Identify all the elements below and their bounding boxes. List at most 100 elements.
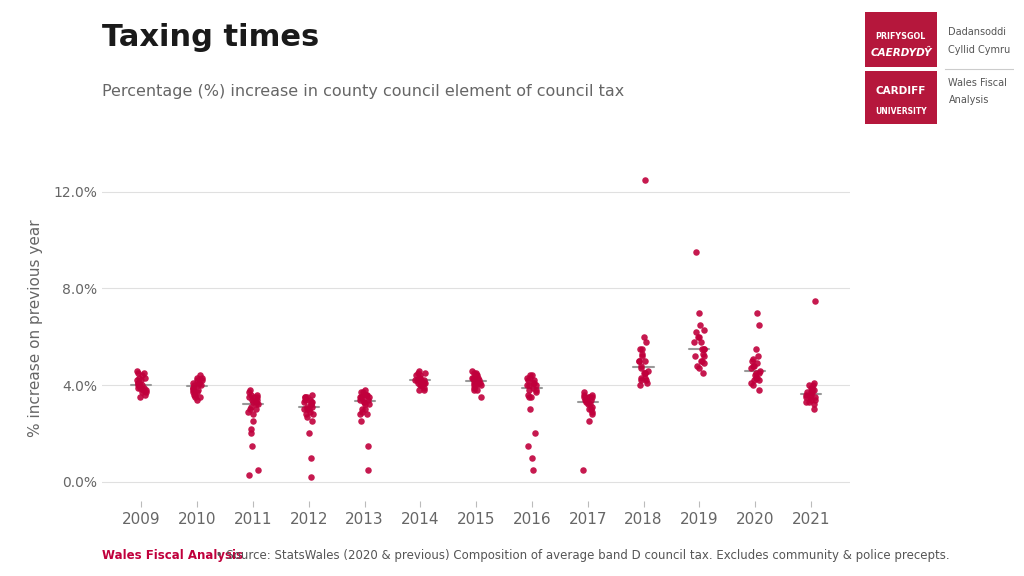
Point bbox=[354, 393, 371, 402]
Point bbox=[638, 337, 654, 346]
Point bbox=[359, 441, 376, 450]
Point bbox=[465, 373, 481, 382]
Point bbox=[798, 393, 814, 402]
Text: Analysis: Analysis bbox=[948, 95, 989, 105]
Point bbox=[135, 383, 152, 392]
Point bbox=[686, 351, 702, 361]
Point bbox=[416, 378, 432, 387]
Point bbox=[636, 332, 652, 342]
Point bbox=[353, 417, 370, 426]
Point bbox=[134, 371, 151, 380]
Point bbox=[695, 344, 712, 354]
Point bbox=[296, 395, 312, 404]
Point bbox=[194, 376, 210, 385]
Point bbox=[416, 376, 432, 385]
Point bbox=[466, 381, 482, 390]
Point bbox=[749, 369, 765, 378]
Point bbox=[464, 366, 480, 375]
Point bbox=[190, 378, 207, 387]
Point bbox=[748, 371, 764, 380]
Point bbox=[184, 383, 201, 392]
Point bbox=[522, 373, 539, 382]
Point bbox=[302, 395, 318, 404]
Point bbox=[303, 397, 319, 407]
Point bbox=[688, 248, 705, 257]
Point bbox=[584, 402, 600, 411]
Point bbox=[413, 376, 429, 385]
Point bbox=[470, 378, 486, 387]
Point bbox=[519, 441, 536, 450]
Point bbox=[522, 393, 539, 402]
Text: CARDIFF: CARDIFF bbox=[876, 86, 926, 96]
Point bbox=[466, 376, 482, 385]
Point bbox=[744, 381, 761, 390]
Point bbox=[743, 363, 760, 373]
Point bbox=[138, 388, 155, 397]
Point bbox=[637, 373, 653, 382]
Point bbox=[411, 373, 427, 382]
Point bbox=[525, 383, 542, 392]
Point bbox=[525, 376, 542, 385]
Point bbox=[186, 390, 203, 399]
Point bbox=[468, 369, 484, 378]
Point bbox=[353, 388, 370, 397]
Point bbox=[353, 405, 370, 414]
Point bbox=[582, 400, 598, 409]
Text: • Source: StatsWales (2020 & previous) Composition of average band D council tax: • Source: StatsWales (2020 & previous) C… bbox=[212, 548, 949, 562]
Point bbox=[130, 378, 146, 387]
Point bbox=[129, 376, 145, 385]
Point bbox=[410, 378, 426, 387]
Point bbox=[303, 400, 319, 409]
Point bbox=[799, 388, 815, 397]
Text: Wales Fiscal Analysis: Wales Fiscal Analysis bbox=[102, 548, 244, 562]
Point bbox=[691, 332, 708, 342]
Point bbox=[132, 393, 148, 402]
Point bbox=[575, 393, 592, 402]
Point bbox=[631, 357, 647, 366]
Point bbox=[185, 385, 202, 395]
Point bbox=[466, 378, 482, 387]
Point bbox=[185, 388, 202, 397]
Point bbox=[634, 351, 650, 361]
Point bbox=[465, 369, 481, 378]
Point bbox=[304, 410, 321, 419]
Point bbox=[691, 308, 708, 317]
Point bbox=[194, 373, 210, 382]
Point bbox=[749, 373, 765, 382]
Point bbox=[242, 405, 258, 414]
Point bbox=[692, 357, 709, 366]
Point bbox=[466, 385, 482, 395]
Point bbox=[138, 385, 155, 395]
Text: UNIVERSITY: UNIVERSITY bbox=[876, 107, 927, 116]
Point bbox=[527, 429, 544, 438]
Point bbox=[520, 376, 537, 385]
Point bbox=[242, 393, 258, 402]
Point bbox=[578, 397, 594, 407]
Point bbox=[303, 400, 319, 409]
Point bbox=[578, 395, 594, 404]
Point bbox=[807, 296, 823, 305]
Point bbox=[191, 393, 208, 402]
Point bbox=[357, 390, 374, 399]
Point bbox=[695, 359, 712, 368]
Point bbox=[584, 393, 600, 402]
Point bbox=[804, 388, 820, 397]
Point bbox=[528, 388, 545, 397]
Point bbox=[246, 397, 262, 407]
Point bbox=[250, 400, 266, 409]
Point bbox=[751, 376, 767, 385]
Point bbox=[582, 417, 598, 426]
Point bbox=[131, 378, 147, 387]
Point bbox=[528, 381, 545, 390]
Point bbox=[527, 385, 544, 395]
Point bbox=[520, 393, 537, 402]
Y-axis label: % increase on previous year: % increase on previous year bbox=[28, 219, 43, 437]
Point bbox=[467, 378, 483, 387]
Point bbox=[189, 376, 206, 385]
Point bbox=[132, 383, 148, 392]
Point bbox=[519, 381, 536, 390]
Point bbox=[580, 400, 596, 409]
Point bbox=[135, 369, 152, 378]
Point bbox=[633, 376, 649, 385]
Point bbox=[354, 388, 371, 397]
